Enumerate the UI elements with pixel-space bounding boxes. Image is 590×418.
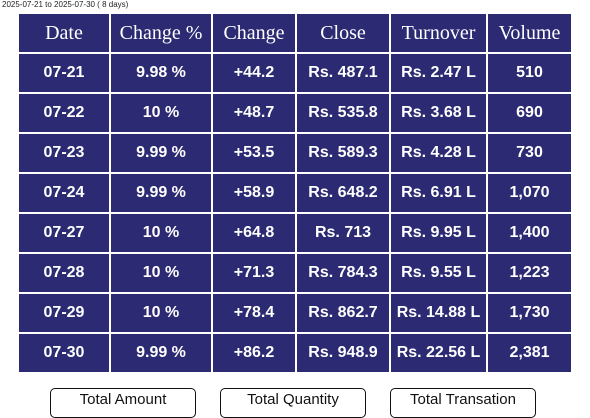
table-cell: Rs. 22.56 L	[391, 334, 486, 372]
table-cell: Rs. 862.7	[297, 294, 389, 332]
table-cell: 1,730	[488, 294, 571, 332]
column-header: Volume	[488, 14, 571, 52]
table-cell: +78.4	[213, 294, 295, 332]
table-cell: Rs. 6.91 L	[391, 174, 486, 212]
price-table: Date Change % Change Close Turnover Volume 07…	[17, 12, 573, 374]
table-row: 07-22 10 % +48.7 Rs. 535.8 Rs. 3.68 L 690	[19, 94, 571, 132]
total-button[interactable]: Total Transation	[390, 388, 536, 418]
table-row: 07-24 9.99 % +58.9 Rs. 648.2 Rs. 6.91 L 1,070	[19, 174, 571, 212]
table-row: 07-27 10 % +64.8 Rs. 713 Rs. 9.95 L 1,400	[19, 214, 571, 252]
column-header: Change %	[111, 14, 211, 52]
table-cell: Rs. 648.2	[297, 174, 389, 212]
table-cell: 510	[488, 54, 571, 92]
table-cell: 07-23	[19, 134, 109, 172]
column-header: Date	[19, 14, 109, 52]
table-cell: Rs. 14.88 L	[391, 294, 486, 332]
table-cell: Rs. 784.3	[297, 254, 389, 292]
column-header: Change	[213, 14, 295, 52]
header-row: Date Change % Change Close Turnover Volume	[19, 14, 571, 52]
table-cell: Rs. 9.95 L	[391, 214, 486, 252]
total-button[interactable]: Total Amount	[50, 388, 196, 418]
table-cell: +53.5	[213, 134, 295, 172]
table-cell: Rs. 4.28 L	[391, 134, 486, 172]
table-cell: 07-29	[19, 294, 109, 332]
table-cell: 10 %	[111, 94, 211, 132]
table-cell: 07-21	[19, 54, 109, 92]
table-cell: 10 %	[111, 214, 211, 252]
table-cell: 730	[488, 134, 571, 172]
table-cell: 07-30	[19, 334, 109, 372]
table-cell: +86.2	[213, 334, 295, 372]
table-row: 07-21 9.98 % +44.2 Rs. 487.1 Rs. 2.47 L 510	[19, 54, 571, 92]
table-row: 07-23 9.99 % +53.5 Rs. 589.3 Rs. 4.28 L 730	[19, 134, 571, 172]
table-cell: Rs. 3.68 L	[391, 94, 486, 132]
table-body: 07-21 9.98 % +44.2 Rs. 487.1 Rs. 2.47 L 510 07…	[19, 54, 571, 372]
table-cell: 9.99 %	[111, 334, 211, 372]
table-cell: 07-27	[19, 214, 109, 252]
table-cell: 9.99 %	[111, 174, 211, 212]
table-cell: +71.3	[213, 254, 295, 292]
table-cell: 690	[488, 94, 571, 132]
table-cell: Rs. 9.55 L	[391, 254, 486, 292]
table-cell: Rs. 713	[297, 214, 389, 252]
table-row: 07-28 10 % +71.3 Rs. 784.3 Rs. 9.55 L 1,223	[19, 254, 571, 292]
table-cell: Rs. 535.8	[297, 94, 389, 132]
table-cell: 2,381	[488, 334, 571, 372]
table-cell: +64.8	[213, 214, 295, 252]
table-cell: 9.99 %	[111, 134, 211, 172]
table-cell: 10 %	[111, 254, 211, 292]
table-cell: 1,070	[488, 174, 571, 212]
total-button[interactable]: Total Quantity	[220, 388, 366, 418]
table-cell: Rs. 487.1	[297, 54, 389, 92]
table-cell: 07-22	[19, 94, 109, 132]
table-cell: 10 %	[111, 294, 211, 332]
table-cell: Rs. 589.3	[297, 134, 389, 172]
date-range: 2025-07-21 to 2025-07-30 ( 8 days)	[2, 0, 129, 9]
table-row: 07-29 10 % +78.4 Rs. 862.7 Rs. 14.88 L 1,730	[19, 294, 571, 332]
table-cell: Rs. 2.47 L	[391, 54, 486, 92]
table-row: 07-30 9.99 % +86.2 Rs. 948.9 Rs. 22.56 L 2,38…	[19, 334, 571, 372]
table-cell: +58.9	[213, 174, 295, 212]
column-header: Close	[297, 14, 389, 52]
table-cell: 1,223	[488, 254, 571, 292]
table-cell: +44.2	[213, 54, 295, 92]
table-cell: 9.98 %	[111, 54, 211, 92]
column-header: Turnover	[391, 14, 486, 52]
table-cell: 07-28	[19, 254, 109, 292]
table-cell: 1,400	[488, 214, 571, 252]
table-cell: 07-24	[19, 174, 109, 212]
table-cell: Rs. 948.9	[297, 334, 389, 372]
table-cell: +48.7	[213, 94, 295, 132]
